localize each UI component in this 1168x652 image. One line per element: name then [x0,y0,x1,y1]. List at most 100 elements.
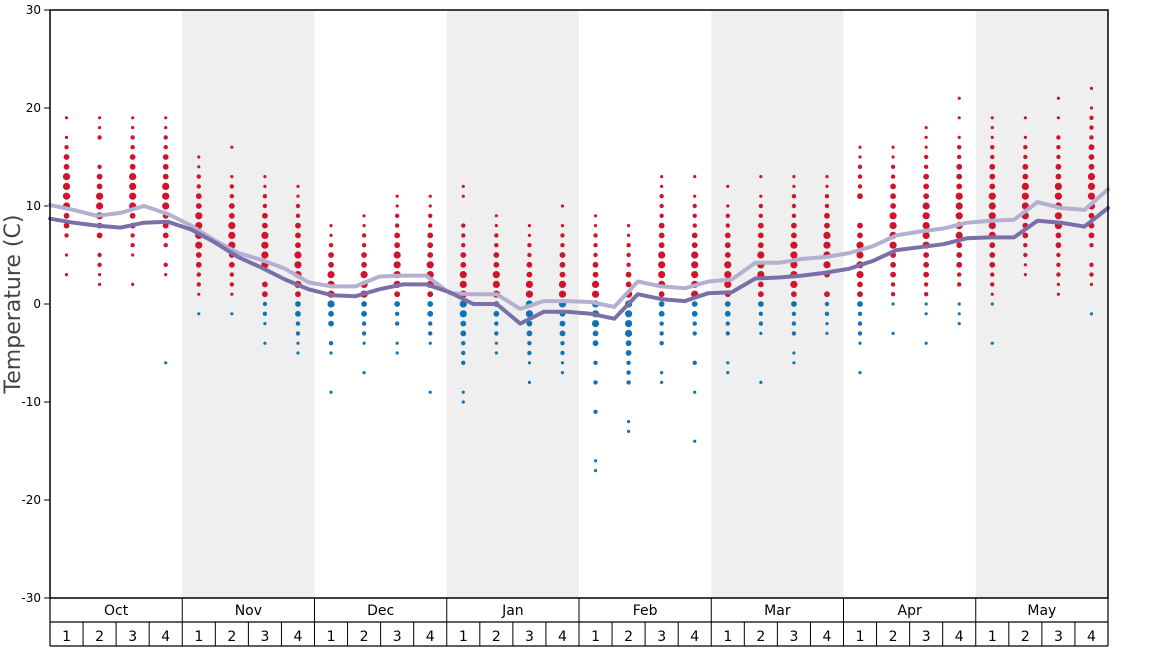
temperature-point [890,271,896,278]
temperature-point [924,302,928,306]
temperature-point [328,310,334,317]
week-label: 3 [1054,629,1063,645]
temperature-point [857,321,863,326]
temperature-point [64,135,69,139]
temperature-point [1088,163,1095,170]
temperature-point [757,291,764,298]
week-label: 1 [856,629,865,645]
temperature-point [691,251,699,259]
month-label: Apr [898,603,922,619]
week-label: 2 [624,629,633,645]
month-shade-nov [182,10,315,598]
temperature-point [361,331,367,336]
temperature-point [1056,282,1061,286]
y-tick-label: -10 [21,395,41,409]
temperature-point [559,271,566,278]
temperature-point [1054,212,1063,220]
temperature-point [857,174,863,179]
temperature-point [328,252,334,258]
average-lines [48,187,1110,326]
temperature-point [560,341,565,346]
temperature-point [857,301,863,307]
temperature-point [129,163,136,170]
temperature-point [362,224,366,228]
temperature-point [164,116,168,120]
temperature-point [460,320,467,327]
temperature-point [922,202,930,210]
week-label: 2 [492,629,501,645]
temperature-point [361,243,367,248]
temperature-point [262,301,268,307]
temperature-point [494,321,499,326]
temperature-point [791,213,797,218]
temperature-point [790,280,798,288]
temperature-point [428,341,432,345]
temperature-point [988,202,996,210]
month-label: Feb [633,603,658,619]
week-label: 4 [690,629,699,645]
temperature-point [230,175,234,179]
temperature-point [957,312,961,316]
temperature-point [1023,154,1028,160]
temperature-point [1055,242,1062,249]
temperature-point [527,350,532,356]
temperature-point [724,232,731,239]
temperature-point [726,184,730,188]
temperature-point [624,310,633,318]
temperature-point [693,175,697,179]
temperature-point [560,233,565,238]
temperature-point [97,282,102,286]
temperature-point [591,280,600,288]
temperature-point [195,261,202,268]
temperature-point [593,360,598,365]
temperature-point [989,252,996,258]
temperature-point [129,192,137,200]
temperature-point [692,331,697,336]
temperature-point [1056,96,1061,100]
temperature-point [758,203,764,209]
temperature-point [228,203,235,209]
temperature-point [825,184,829,188]
temperature-point [988,212,996,220]
temperature-point [988,222,996,230]
temperature-point [791,331,797,336]
temperature-point [626,380,631,385]
temperature-point [97,135,102,140]
temperature-point [891,145,895,149]
temperature-point [328,341,334,346]
temperature-point [593,380,598,385]
temperature-point [295,301,301,307]
temperature-point [725,321,730,326]
month-label: May [1027,603,1056,619]
temperature-point [990,126,994,130]
temperature-point [692,223,697,228]
temperature-point [658,291,665,298]
temperature-point [758,321,764,326]
temperature-point [923,154,929,160]
temperature-point [693,390,697,394]
temperature-point [361,301,367,307]
temperature-point [1022,163,1029,170]
temperature-point [494,233,499,238]
temperature-point [757,301,764,307]
temperature-point [957,154,962,160]
temperature-point [858,155,862,159]
temperature-point [229,184,235,189]
temperature-point [460,330,467,337]
temperature-point [428,321,433,326]
temperature-point [955,202,963,210]
temperature-point [526,261,533,268]
temperature-point [1089,125,1094,130]
temperature-point [990,302,994,306]
temperature-point [262,212,268,219]
temperature-point [922,231,930,239]
temperature-point [129,154,136,160]
temperature-point [461,184,465,188]
temperature-point [890,282,896,287]
temperature-point [1089,135,1094,140]
temperature-point [1088,144,1095,151]
temperature-point [328,261,334,268]
temperature-point [95,192,104,200]
temperature-point [824,212,830,219]
